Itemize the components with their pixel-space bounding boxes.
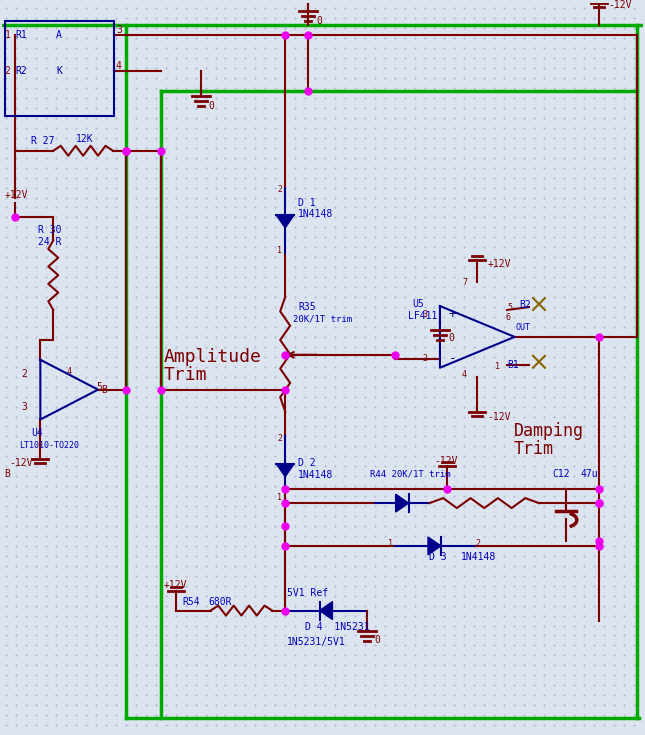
Text: 2: 2 (277, 434, 283, 443)
Text: 1N4148: 1N4148 (298, 209, 333, 220)
Text: R2: R2 (15, 66, 27, 76)
Polygon shape (276, 464, 294, 477)
Text: D 4  1N5231: D 4 1N5231 (305, 622, 370, 631)
Text: 1N4148: 1N4148 (298, 470, 333, 480)
Polygon shape (276, 215, 294, 228)
Text: +: + (448, 309, 456, 321)
Text: 0: 0 (316, 16, 322, 26)
Text: 4: 4 (116, 61, 122, 71)
Text: 7: 7 (462, 278, 468, 287)
Text: D 3: D 3 (430, 552, 447, 562)
Text: 680R: 680R (208, 597, 232, 606)
Text: Trim: Trim (164, 366, 207, 384)
Text: 2: 2 (5, 66, 10, 76)
Text: B: B (101, 384, 107, 395)
Text: K: K (56, 66, 62, 76)
Text: -: - (448, 352, 456, 365)
Text: R35: R35 (298, 302, 316, 312)
Text: OUT: OUT (515, 323, 530, 332)
Text: 6: 6 (505, 313, 510, 323)
Text: 4: 4 (461, 370, 466, 379)
Text: 1: 1 (277, 492, 283, 501)
Text: U4: U4 (32, 429, 43, 438)
Text: -12V: -12V (487, 412, 511, 421)
Bar (5, 21, 114, 116)
Text: D 2: D 2 (298, 459, 316, 468)
Text: B1: B1 (507, 359, 519, 370)
Text: C12: C12 (552, 469, 570, 479)
Text: 5: 5 (507, 303, 512, 312)
Text: 2: 2 (422, 354, 428, 363)
Text: 5: 5 (96, 381, 102, 392)
Text: 47u: 47u (580, 469, 599, 479)
Text: R 27: R 27 (32, 136, 55, 146)
Text: 1: 1 (388, 539, 393, 548)
Text: 2: 2 (21, 369, 27, 379)
Text: U5: U5 (413, 299, 424, 309)
Text: 20K/1T trim: 20K/1T trim (293, 315, 352, 323)
Text: 2: 2 (277, 185, 283, 194)
Text: 5V1 Ref: 5V1 Ref (287, 588, 328, 598)
Text: 2: 2 (475, 539, 481, 548)
Text: 1: 1 (277, 245, 283, 255)
Text: +12V: +12V (164, 580, 187, 589)
Text: +12V: +12V (5, 190, 28, 200)
Text: B2: B2 (519, 300, 531, 310)
Text: 0: 0 (448, 333, 454, 343)
Text: 12K: 12K (76, 134, 94, 144)
Text: -12V: -12V (609, 1, 632, 10)
Text: 3: 3 (116, 25, 122, 35)
Text: B: B (5, 469, 10, 479)
Polygon shape (395, 494, 408, 512)
Text: R 30: R 30 (38, 226, 62, 235)
Text: LT1010-TO220: LT1010-TO220 (19, 441, 79, 450)
Polygon shape (428, 537, 441, 555)
Text: 0: 0 (208, 101, 214, 111)
Text: 0: 0 (375, 636, 381, 645)
Text: R44 20K/1T trim: R44 20K/1T trim (370, 470, 450, 478)
Text: R54: R54 (183, 597, 201, 606)
Text: -12V: -12V (10, 459, 33, 468)
Text: Amplitude: Amplitude (164, 348, 262, 366)
Text: Damping: Damping (514, 423, 584, 440)
Text: 4: 4 (66, 368, 71, 376)
Text: R1: R1 (15, 30, 27, 40)
Text: 1N4148: 1N4148 (461, 552, 497, 562)
Text: 3: 3 (422, 310, 428, 320)
Text: +12V: +12V (487, 259, 511, 269)
Text: -12V: -12V (435, 456, 458, 466)
Text: 1: 1 (495, 362, 500, 371)
Text: LF411: LF411 (408, 311, 437, 321)
Text: 1N5231/5V1: 1N5231/5V1 (287, 637, 346, 648)
Text: D 1: D 1 (298, 198, 316, 207)
Text: 1: 1 (5, 30, 10, 40)
Polygon shape (319, 602, 332, 620)
Text: 3: 3 (21, 401, 27, 412)
Text: Trim: Trim (514, 440, 554, 459)
Text: A: A (56, 30, 62, 40)
Text: 24 R: 24 R (38, 237, 62, 248)
